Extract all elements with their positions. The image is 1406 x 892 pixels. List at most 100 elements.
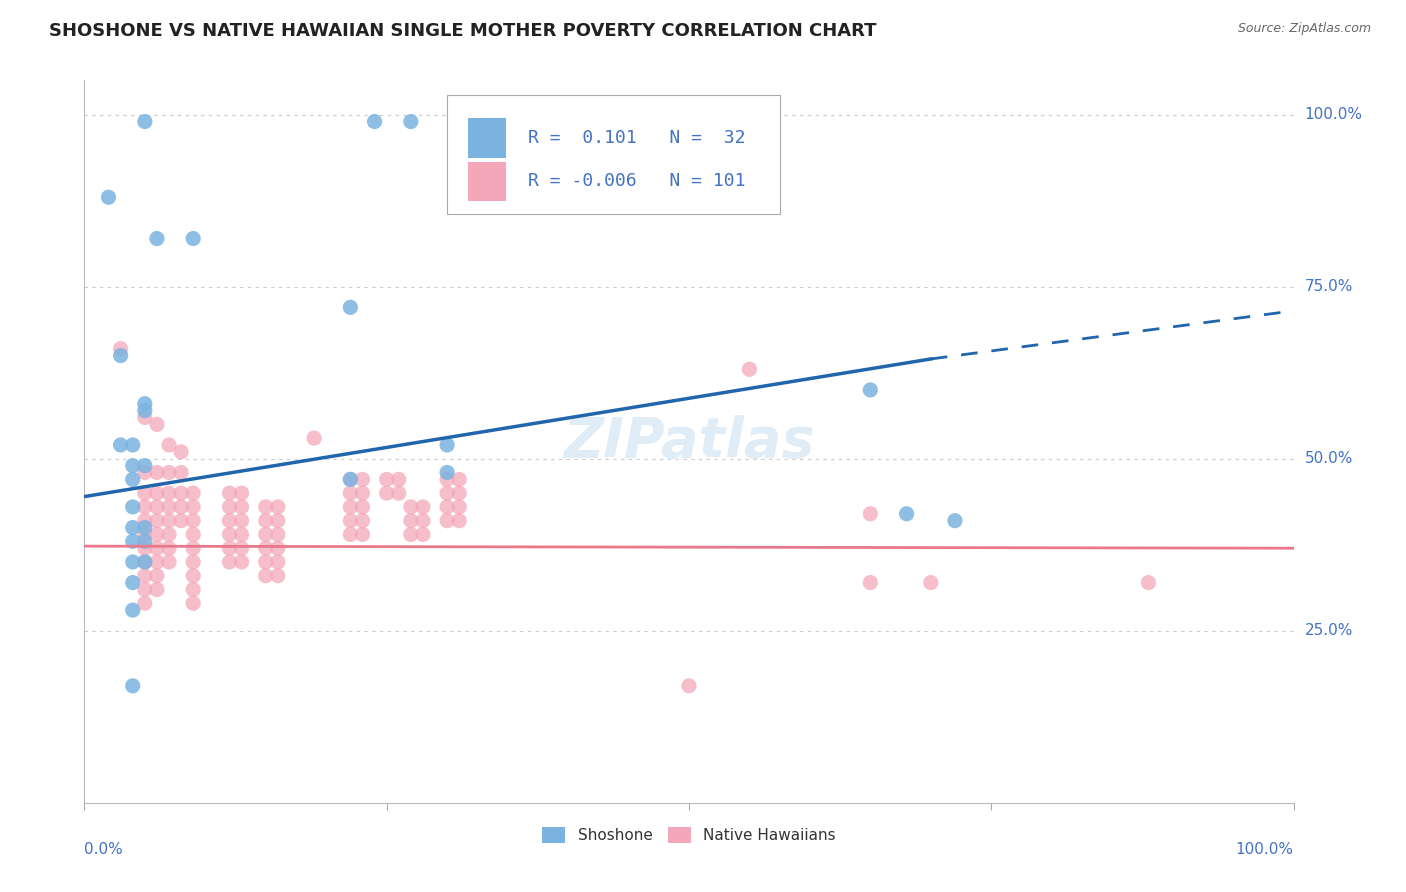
Point [121,438,143,452]
Text: 100.0%: 100.0% [1305,107,1362,122]
Point [436,500,458,514]
Legend: Shoshone, Native Hawaiians: Shoshone, Native Hawaiians [536,822,842,849]
Point [388,472,411,486]
Point [218,500,240,514]
Point [110,349,132,363]
Point [352,527,374,541]
Point [920,575,942,590]
Point [1137,575,1160,590]
Point [134,568,156,582]
Point [134,397,156,411]
Point [859,575,882,590]
Point [388,486,411,500]
Point [218,486,240,500]
Point [146,417,169,432]
Point [181,486,204,500]
Point [412,527,434,541]
Point [170,514,193,528]
Point [110,438,132,452]
Point [267,514,290,528]
Point [449,472,471,486]
Point [859,383,882,397]
Point [352,500,374,514]
Point [436,472,458,486]
Point [157,555,180,569]
Point [121,500,143,514]
Point [399,514,422,528]
Point [134,541,156,556]
Point [352,486,374,500]
Point [339,472,361,486]
Text: 50.0%: 50.0% [1305,451,1353,467]
Point [134,527,156,541]
Point [436,466,458,480]
Point [254,514,277,528]
Point [121,679,143,693]
Point [436,514,458,528]
Point [399,114,422,128]
Point [157,541,180,556]
Point [339,500,361,514]
Point [157,527,180,541]
Point [267,541,290,556]
FancyBboxPatch shape [468,161,506,202]
Point [157,466,180,480]
Point [181,568,204,582]
Point [134,458,156,473]
Point [170,445,193,459]
Point [146,582,169,597]
Point [339,514,361,528]
Point [254,527,277,541]
Point [231,500,253,514]
Point [121,575,143,590]
Point [121,534,143,549]
Point [449,500,471,514]
Point [943,514,966,528]
Point [134,486,156,500]
Point [375,472,398,486]
Point [146,514,169,528]
Point [121,603,143,617]
Point [449,514,471,528]
Text: 0.0%: 0.0% [84,842,124,856]
Point [181,527,204,541]
Point [267,500,290,514]
Point [134,555,156,569]
Point [134,514,156,528]
Point [339,527,361,541]
Point [678,114,700,128]
Point [157,486,180,500]
Point [134,534,156,549]
Point [267,568,290,582]
Point [231,555,253,569]
Point [146,500,169,514]
Point [363,114,385,128]
Text: SHOSHONE VS NATIVE HAWAIIAN SINGLE MOTHER POVERTY CORRELATION CHART: SHOSHONE VS NATIVE HAWAIIAN SINGLE MOTHE… [49,22,877,40]
Point [121,555,143,569]
FancyBboxPatch shape [468,119,506,158]
Point [678,679,700,693]
Point [134,410,156,425]
Point [218,541,240,556]
Point [436,486,458,500]
Text: 75.0%: 75.0% [1305,279,1353,294]
Point [146,527,169,541]
Point [896,507,918,521]
Point [157,500,180,514]
Point [254,541,277,556]
Point [302,431,325,445]
Point [254,500,277,514]
Point [181,555,204,569]
Point [412,500,434,514]
Point [134,582,156,597]
Point [121,520,143,534]
Point [157,438,180,452]
Point [738,362,761,376]
Point [339,472,361,486]
Point [181,514,204,528]
Point [134,500,156,514]
Point [134,555,156,569]
Point [339,486,361,500]
Point [412,514,434,528]
Point [181,541,204,556]
